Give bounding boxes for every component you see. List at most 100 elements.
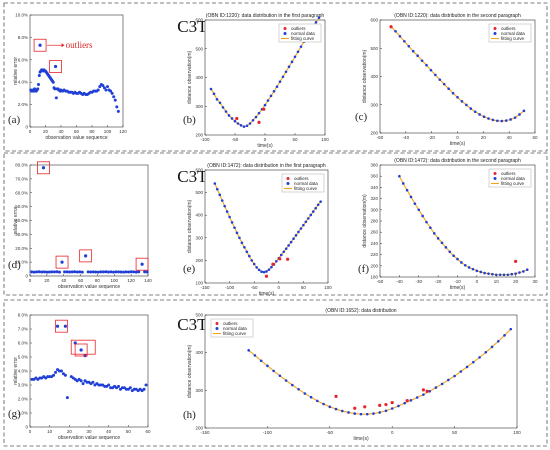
normal-point: [421, 214, 424, 218]
normal-point: [460, 261, 463, 264]
legend-normal-label: normal data: [294, 181, 318, 186]
y-tick-label: 1.0%: [18, 411, 28, 416]
outlier-box: [74, 343, 88, 357]
x-tick-label: -150: [200, 430, 210, 435]
chart-title: (OBN ID:1652): data distribution: [325, 308, 396, 314]
y-tick-label: 280: [370, 219, 378, 224]
normal-point: [456, 95, 459, 99]
normal-point: [266, 364, 269, 368]
normal-point: [316, 399, 319, 403]
x-tick-label: 10: [494, 279, 500, 284]
normal-point: [32, 270, 36, 274]
panel-letter: (d): [8, 259, 21, 271]
normal-point: [279, 253, 283, 257]
normal-point: [109, 270, 113, 274]
y-axis-label: distance observation(m): [187, 50, 193, 104]
normal-point: [291, 383, 294, 387]
normal-point: [314, 21, 318, 24]
x-tick-label: -10: [454, 279, 461, 284]
x-tick-label: 50: [126, 429, 132, 434]
normal-point: [86, 270, 90, 274]
group-frame-2: [3, 152, 548, 296]
outlier-point: [405, 398, 409, 403]
y-tick-label: 8.0%: [18, 35, 28, 40]
normal-point: [73, 270, 77, 274]
x-tick-label: 140: [144, 278, 152, 283]
normal-point: [230, 117, 234, 120]
normal-point: [275, 85, 279, 88]
normal-point: [269, 94, 273, 98]
normal-point: [506, 273, 510, 277]
y-tick-label: 200: [370, 263, 378, 268]
normal-point: [460, 100, 464, 103]
normal-point: [96, 270, 100, 274]
normal-point: [278, 374, 282, 378]
normal-point: [447, 378, 450, 382]
normal-point: [63, 270, 67, 274]
x-axis-label: time(s): [450, 141, 466, 147]
x-tick-label: 60: [78, 278, 84, 283]
normal-point: [509, 327, 513, 331]
x-tick-label: 20: [43, 129, 49, 134]
panel-letter: (g): [8, 408, 21, 420]
normal-point: [453, 374, 456, 378]
normal-point: [311, 210, 315, 213]
normal-point: [378, 411, 382, 414]
y-axis-label: distance observation(m): [187, 199, 193, 253]
legend-box: [281, 173, 325, 193]
normal-point: [107, 383, 111, 387]
normal-point: [257, 268, 261, 272]
normal-point: [440, 241, 444, 245]
normal-point: [432, 232, 436, 235]
normal-point: [467, 266, 471, 269]
y-tick-label: 4.0%: [18, 80, 28, 85]
normal-point: [510, 272, 514, 276]
y-tick-label: 300: [195, 388, 203, 393]
normal-point: [42, 270, 46, 274]
normal-point: [471, 267, 475, 271]
normal-point: [80, 270, 84, 274]
y-tick-label: 0: [25, 274, 28, 279]
normal-point: [65, 270, 69, 274]
normal-point: [245, 124, 249, 128]
y-tick-label: 200: [195, 133, 203, 138]
group-frame-1: [3, 2, 548, 152]
outlier-box: [135, 257, 149, 271]
outlier-point: [353, 406, 357, 410]
legend-fit-label: fitting curve: [294, 186, 318, 191]
y-tick-label: 4.0%: [18, 369, 28, 374]
normal-point: [416, 54, 419, 58]
normal-point: [52, 270, 56, 274]
normal-point: [518, 113, 521, 116]
normal-point: [340, 409, 344, 413]
x-tick-label: -40: [396, 279, 403, 284]
y-axis-label: distance observation(m): [362, 194, 368, 248]
normal-point: [487, 117, 490, 120]
x-tick-label: 50: [452, 430, 458, 435]
legend-normal-label: normal data: [223, 326, 247, 331]
normal-point: [272, 369, 275, 373]
normal-point: [114, 270, 118, 274]
y-tick-label: 500: [195, 190, 203, 195]
normal-point: [322, 402, 325, 406]
x-tick-label: 20: [67, 429, 73, 434]
panel-letter: (e): [183, 263, 196, 275]
x-tick-label: -20: [428, 135, 435, 140]
y-tick-label: 300: [370, 207, 378, 212]
normal-point: [483, 271, 486, 275]
normal-point: [101, 270, 105, 274]
normal-point: [257, 111, 261, 115]
normal-point: [398, 34, 402, 38]
normal-point: [235, 231, 239, 235]
x-tick-label: 10: [47, 429, 53, 434]
normal-point: [442, 82, 446, 86]
legend-fit-label: fitting curve: [291, 36, 315, 41]
x-axis-label: time(s): [450, 285, 466, 291]
y-axis-label: distance observation(m): [362, 49, 368, 103]
x-tick-label: 20: [481, 135, 487, 140]
normal-point: [68, 270, 72, 274]
normal-point: [129, 270, 133, 274]
legend-outlier-label: outliers: [223, 321, 238, 326]
